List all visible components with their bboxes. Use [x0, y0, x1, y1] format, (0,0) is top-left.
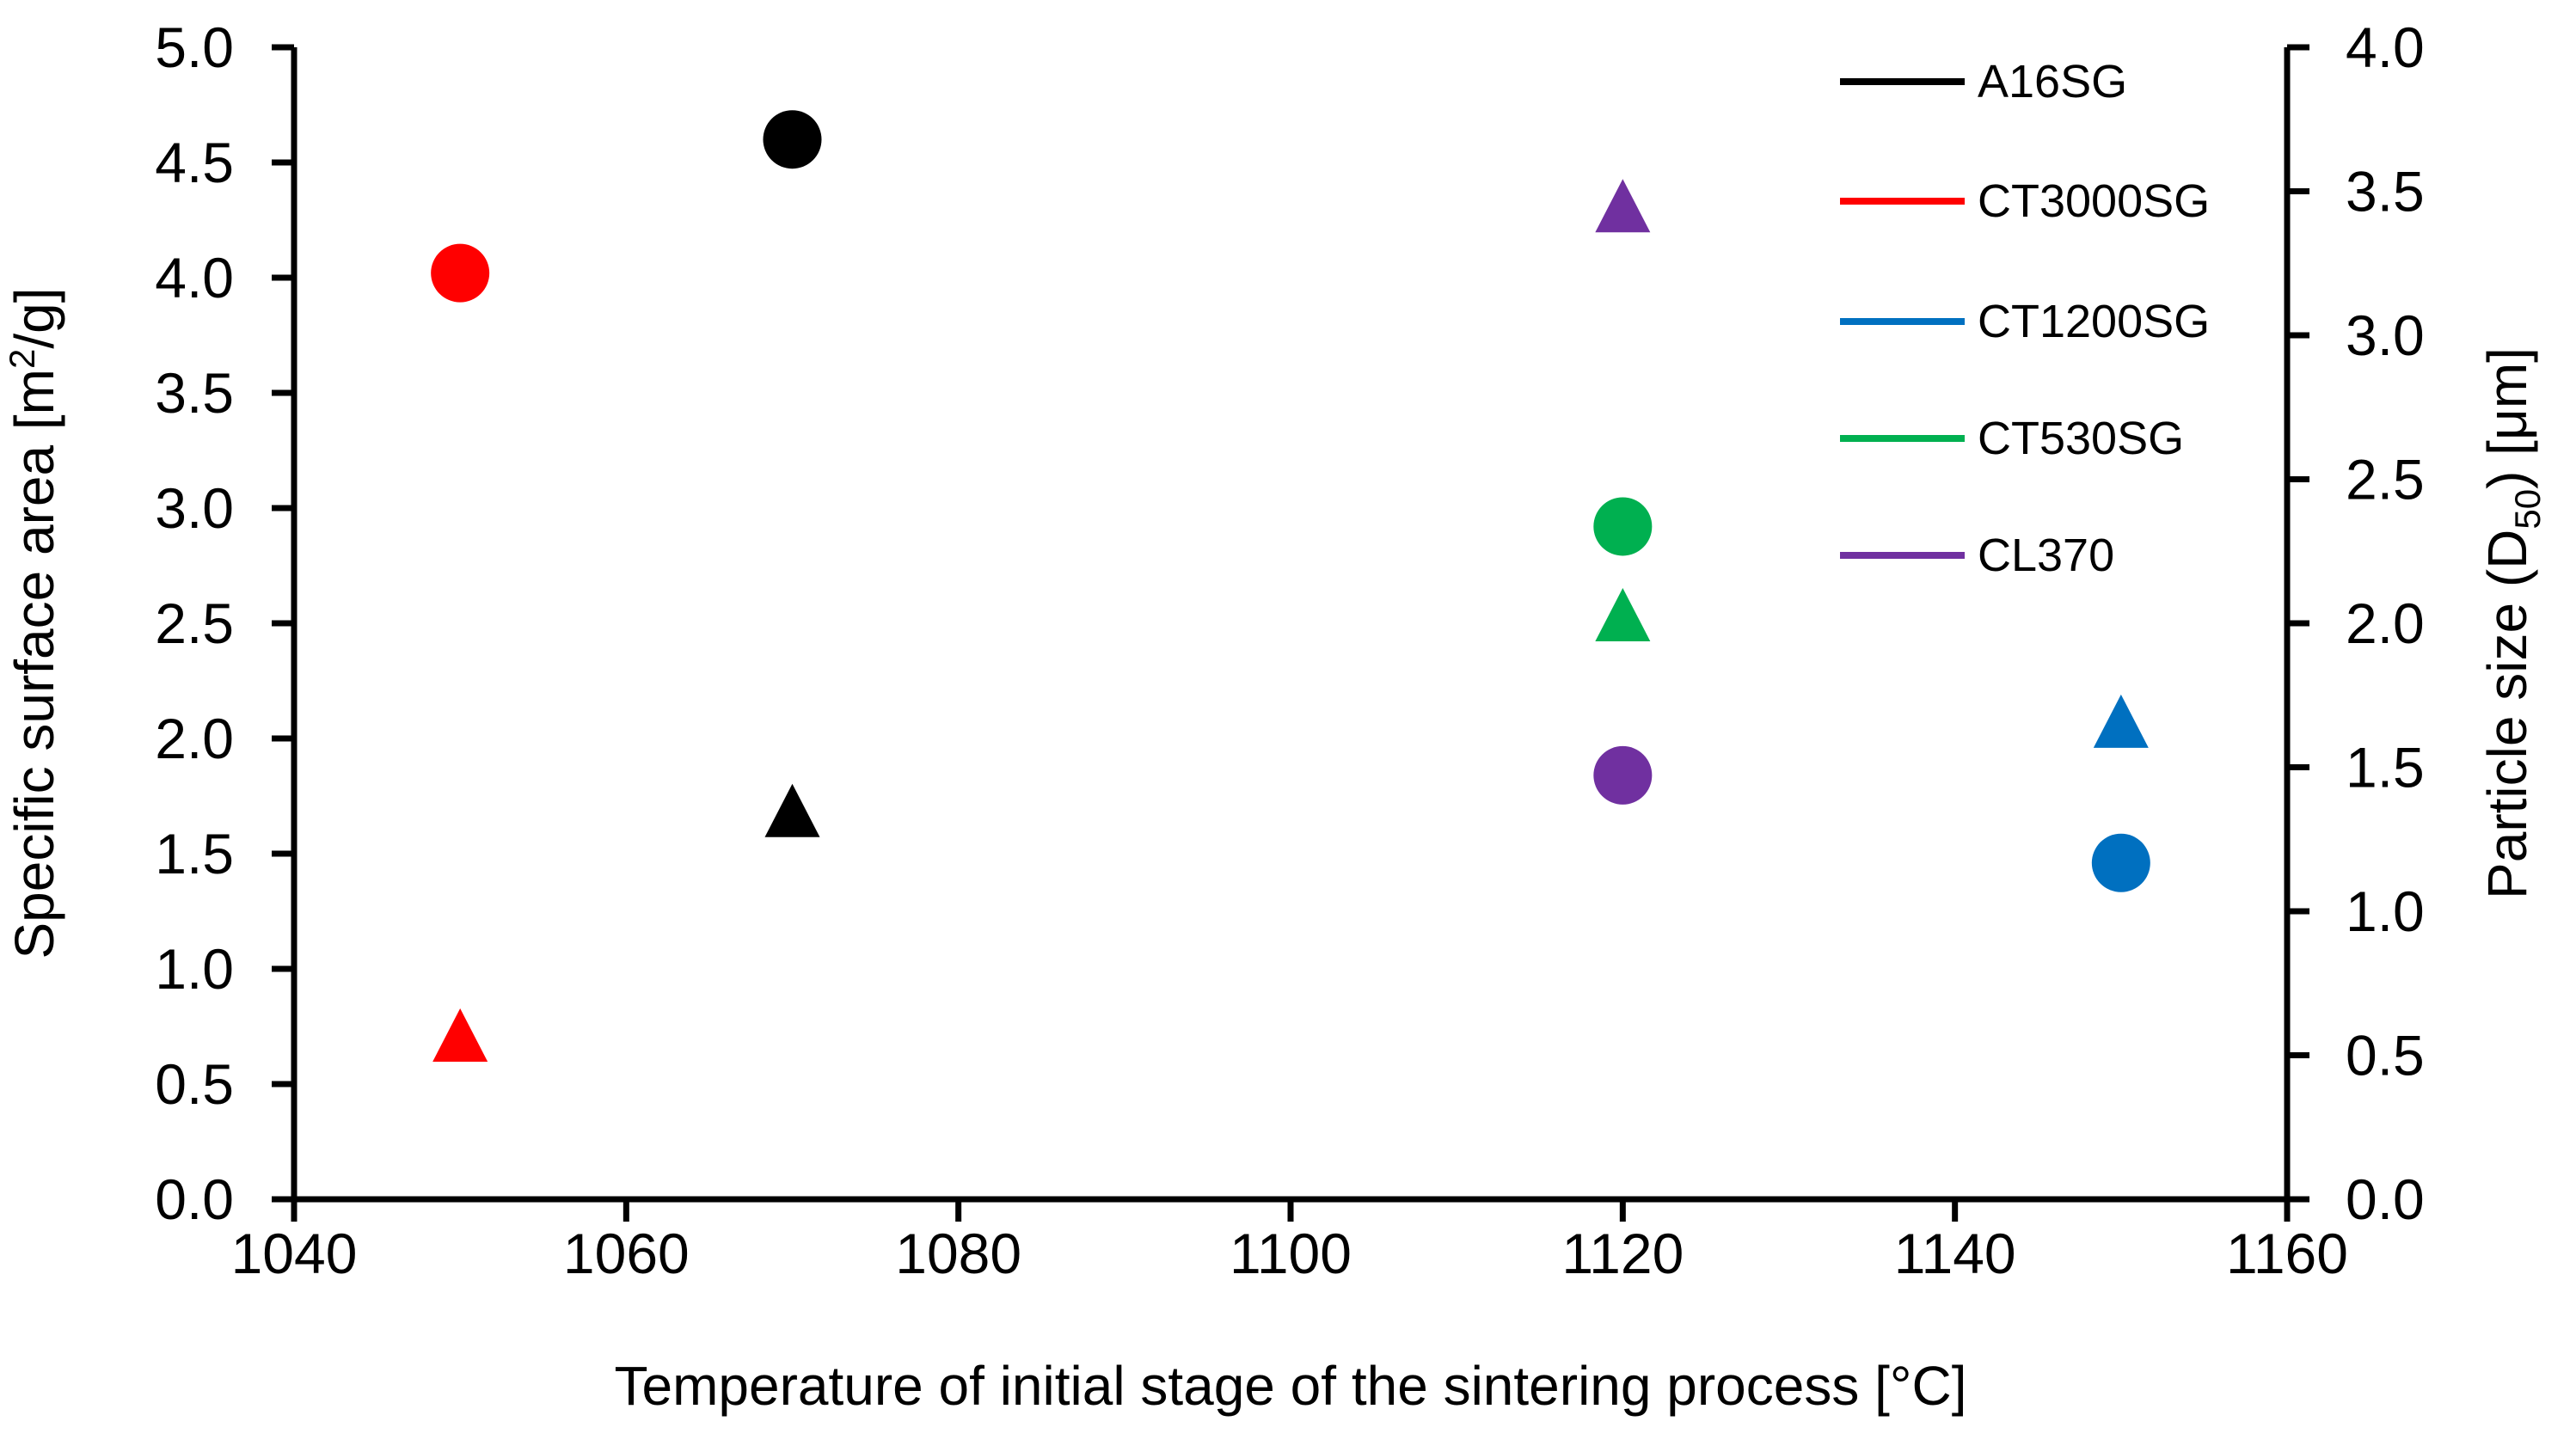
y-axis-right-title: Particle size (D50) [μm] [2476, 347, 2548, 899]
legend-label-CT3000SG: CT3000SG [1978, 175, 2210, 227]
marker-A16SG-d50-triangle [764, 783, 820, 837]
legend-label-A16SG: A16SG [1978, 56, 2127, 107]
marker-CL370-d50-triangle [1595, 179, 1651, 233]
y-axis-right-tick-label: 0.5 [2346, 1024, 2425, 1087]
y-axis-left-tick-label: 0.0 [155, 1167, 234, 1231]
x-axis-title: Temperature of initial stage of the sint… [614, 1355, 1966, 1417]
y-axis-right-tick-label: 2.0 [2346, 591, 2425, 655]
x-axis-tick-label: 1080 [895, 1222, 1021, 1285]
x-axis-tick-label: 1040 [231, 1222, 358, 1285]
x-axis-tick-label: 1120 [1561, 1222, 1684, 1285]
y-axis-left-tick-label: 0.5 [155, 1052, 234, 1116]
legend: A16SG CT3000SG CT1200SG CT530SG CL370 [1840, 56, 2210, 581]
y-axis-left-tick-label: 3.0 [155, 476, 234, 540]
y-axis-left-tick-label: 2.0 [155, 707, 234, 770]
y-axis-left-tick-label: 4.0 [155, 246, 234, 309]
y-axis-right-tick-label: 0.0 [2346, 1167, 2425, 1231]
y-axis-right-tick-label: 3.0 [2346, 303, 2425, 367]
y-axis-left-tick-label: 1.5 [155, 822, 234, 885]
x-axis-tick-label: 1060 [563, 1222, 690, 1285]
legend-label-CL370: CL370 [1978, 530, 2114, 581]
y-axis-right-tick-label: 1.5 [2346, 736, 2425, 800]
marker-CT1200SG-d50-triangle [2093, 694, 2149, 748]
x-axis-tick-label: 1140 [1894, 1222, 2016, 1285]
y-axis-left-tick-label: 2.5 [155, 591, 234, 655]
y-axis-left-title: Specific surface area [m2/g] [2, 287, 65, 959]
marker-CT3000SG-ssa-circle [431, 243, 490, 303]
y-axis-right-tick-label: 2.5 [2346, 448, 2425, 512]
legend-label-CT530SG: CT530SG [1978, 413, 2184, 464]
y-axis-right-tick-label: 4.0 [2346, 15, 2425, 79]
x-axis-tick-label: 1100 [1230, 1222, 1352, 1285]
marker-CL370-ssa-circle [1593, 745, 1653, 805]
y-axis-left-tick-label: 5.0 [155, 15, 234, 79]
x-axis-tick-label: 1160 [2226, 1222, 2348, 1285]
legend-label-CT1200SG: CT1200SG [1978, 296, 2210, 347]
y-axis-left-tick-label: 3.5 [155, 361, 234, 425]
marker-CT530SG-d50-triangle [1595, 587, 1651, 641]
y-axis-right-tick-label: 1.0 [2346, 879, 2425, 943]
marker-A16SG-ssa-circle [763, 110, 822, 169]
y-axis-right-tick-label: 3.5 [2346, 160, 2425, 224]
marker-CT1200SG-ssa-circle [2091, 833, 2150, 892]
marker-CT530SG-ssa-circle [1593, 497, 1653, 556]
marker-CT3000SG-d50-triangle [432, 1008, 488, 1063]
y-axis-left-tick-label: 4.5 [155, 131, 234, 194]
y-axis-left-tick-label: 1.0 [155, 937, 234, 1001]
